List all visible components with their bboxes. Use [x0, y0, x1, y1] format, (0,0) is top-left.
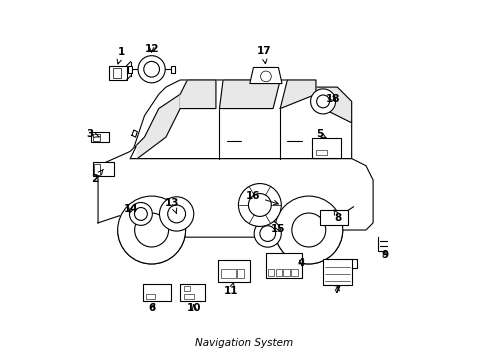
Bar — [128, 66, 132, 73]
Circle shape — [134, 207, 147, 220]
Bar — [142, 284, 171, 301]
Bar — [319, 210, 347, 225]
Circle shape — [134, 213, 168, 247]
Bar — [183, 294, 194, 299]
Polygon shape — [219, 80, 280, 109]
Text: 4: 4 — [297, 258, 305, 268]
Circle shape — [248, 194, 271, 216]
Circle shape — [138, 56, 165, 83]
Bar — [217, 260, 249, 282]
Bar — [323, 258, 351, 285]
Bar — [91, 132, 108, 143]
Circle shape — [118, 196, 185, 264]
Bar — [108, 66, 126, 80]
Text: 7: 7 — [333, 285, 340, 295]
Text: 10: 10 — [186, 302, 201, 312]
Bar — [113, 68, 121, 78]
Text: 8: 8 — [333, 210, 341, 222]
Bar — [312, 138, 340, 158]
Circle shape — [167, 205, 185, 223]
Bar — [265, 253, 301, 278]
Polygon shape — [315, 87, 351, 123]
Polygon shape — [132, 130, 137, 137]
Text: 15: 15 — [270, 224, 285, 234]
Text: Navigation System: Navigation System — [195, 338, 293, 348]
Circle shape — [143, 62, 159, 77]
Text: 2: 2 — [91, 169, 103, 184]
Bar — [180, 284, 205, 301]
Text: 11: 11 — [223, 283, 238, 296]
Bar — [283, 269, 289, 276]
Text: 14: 14 — [123, 204, 138, 214]
Circle shape — [129, 203, 152, 225]
Bar — [146, 294, 155, 299]
Bar — [267, 269, 274, 276]
Text: 9: 9 — [381, 250, 387, 260]
Text: 13: 13 — [165, 198, 179, 213]
Text: 6: 6 — [148, 303, 156, 313]
Text: 16: 16 — [245, 191, 278, 205]
Polygon shape — [130, 80, 351, 158]
Polygon shape — [249, 67, 282, 84]
Polygon shape — [98, 144, 137, 180]
Bar — [275, 269, 282, 276]
Circle shape — [159, 197, 193, 231]
Text: 1: 1 — [117, 47, 124, 64]
Circle shape — [259, 226, 275, 242]
Bar — [221, 269, 235, 278]
Bar — [237, 269, 244, 278]
Bar — [94, 164, 100, 175]
Text: 5: 5 — [315, 129, 325, 139]
Text: 18: 18 — [325, 94, 340, 104]
Polygon shape — [280, 80, 315, 109]
Text: 3: 3 — [86, 129, 99, 139]
Circle shape — [274, 196, 342, 264]
Circle shape — [291, 213, 325, 247]
Bar — [315, 150, 326, 155]
Bar — [291, 269, 297, 276]
Polygon shape — [137, 94, 180, 158]
Bar — [183, 287, 190, 291]
Bar — [93, 162, 114, 176]
Bar — [93, 134, 100, 141]
Circle shape — [310, 89, 335, 114]
Circle shape — [238, 184, 281, 226]
Circle shape — [254, 220, 281, 247]
Bar — [171, 66, 175, 73]
Circle shape — [260, 71, 271, 82]
Circle shape — [316, 95, 329, 108]
Text: 17: 17 — [256, 46, 270, 64]
Text: 12: 12 — [144, 44, 159, 54]
Polygon shape — [180, 80, 216, 109]
Polygon shape — [98, 158, 372, 237]
